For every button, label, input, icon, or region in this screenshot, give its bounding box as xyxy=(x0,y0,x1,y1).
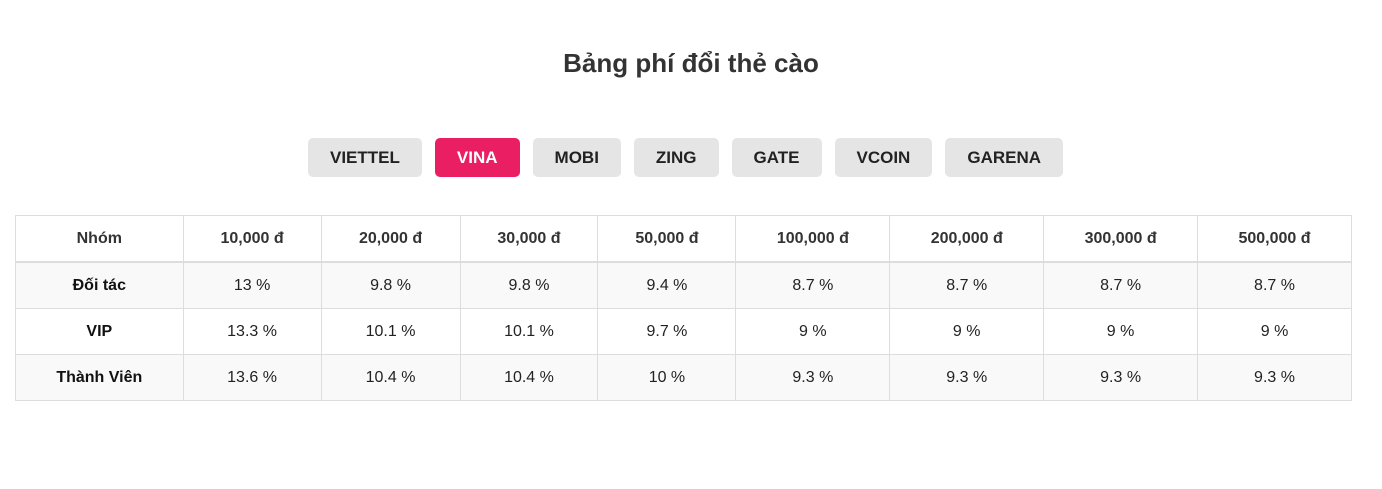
fee-cell: 10 % xyxy=(597,354,737,401)
carrier-tabs: VIETTEL VINA MOBI ZING GATE VCOIN GARENA xyxy=(308,138,1064,177)
fee-cell: 9.3 % xyxy=(1043,354,1199,401)
tab-zing[interactable]: ZING xyxy=(633,138,719,177)
fee-cell: 10.1 % xyxy=(320,308,461,355)
tab-vcoin[interactable]: VCOIN xyxy=(834,138,933,177)
fee-cell: 13.3 % xyxy=(182,308,322,355)
table-row: VIP 13.3 % 10.1 % 10.1 % 9.7 % 9 % 9 % 9 % 9 % xyxy=(15,308,1352,355)
column-header: 20,000 đ xyxy=(320,215,461,263)
table-row: Đối tác 13 % 9.8 % 9.8 % 9.4 % 8.7 % 8.7 % 8.7 … xyxy=(15,261,1352,309)
tab-gate[interactable]: GATE xyxy=(731,138,822,177)
group-name-cell: Thành Viên xyxy=(15,354,184,401)
column-header: 300,000 đ xyxy=(1043,215,1199,263)
fee-cell: 9.8 % xyxy=(320,261,461,309)
fee-cell: 10.4 % xyxy=(459,354,599,401)
tab-vina[interactable]: VINA xyxy=(434,138,520,177)
fee-cell: 8.7 % xyxy=(889,261,1045,309)
tab-viettel[interactable]: VIETTEL xyxy=(308,138,422,177)
group-name-cell: Đối tác xyxy=(15,261,184,309)
column-header: 10,000 đ xyxy=(182,215,322,263)
tab-garena[interactable]: GARENA xyxy=(945,138,1064,177)
fee-table: Nhóm 10,000 đ 20,000 đ 30,000 đ 50,000 đ 100,… xyxy=(15,215,1352,401)
column-header: 500,000 đ xyxy=(1197,215,1352,263)
fee-cell: 9 % xyxy=(1043,308,1199,355)
fee-cell: 9.7 % xyxy=(597,308,737,355)
table-row: Thành Viên 13.6 % 10.4 % 10.4 % 10 % 9.3 % 9.3… xyxy=(15,354,1352,401)
page-title: Bảng phí đổi thẻ cào xyxy=(563,48,819,78)
fee-cell: 10.1 % xyxy=(459,308,599,355)
tab-mobi[interactable]: MOBI xyxy=(532,138,621,177)
group-name-cell: VIP xyxy=(15,308,184,355)
table-header-row: Nhóm 10,000 đ 20,000 đ 30,000 đ 50,000 đ 100,… xyxy=(15,215,1352,263)
column-header: 100,000 đ xyxy=(735,215,891,263)
fee-cell: 13 % xyxy=(182,261,322,309)
fee-cell: 8.7 % xyxy=(735,261,891,309)
column-header: 200,000 đ xyxy=(889,215,1045,263)
column-header: 50,000 đ xyxy=(597,215,737,263)
fee-cell: 9.4 % xyxy=(597,261,737,309)
fee-cell: 9.8 % xyxy=(459,261,599,309)
fee-cell: 9 % xyxy=(889,308,1045,355)
fee-cell: 9.3 % xyxy=(735,354,891,401)
fee-cell: 13.6 % xyxy=(182,354,322,401)
fee-cell: 8.7 % xyxy=(1043,261,1199,309)
fee-cell: 9.3 % xyxy=(1197,354,1352,401)
fee-cell: 9 % xyxy=(735,308,891,355)
fee-cell: 9.3 % xyxy=(889,354,1045,401)
fee-cell: 10.4 % xyxy=(320,354,461,401)
column-header: Nhóm xyxy=(15,215,184,263)
fee-cell: 9 % xyxy=(1197,308,1352,355)
fee-cell: 8.7 % xyxy=(1197,261,1352,309)
column-header: 30,000 đ xyxy=(459,215,599,263)
